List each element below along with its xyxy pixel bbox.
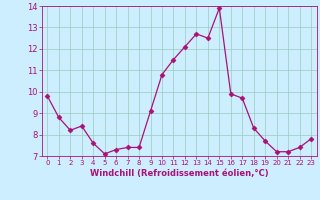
X-axis label: Windchill (Refroidissement éolien,°C): Windchill (Refroidissement éolien,°C) <box>90 169 268 178</box>
